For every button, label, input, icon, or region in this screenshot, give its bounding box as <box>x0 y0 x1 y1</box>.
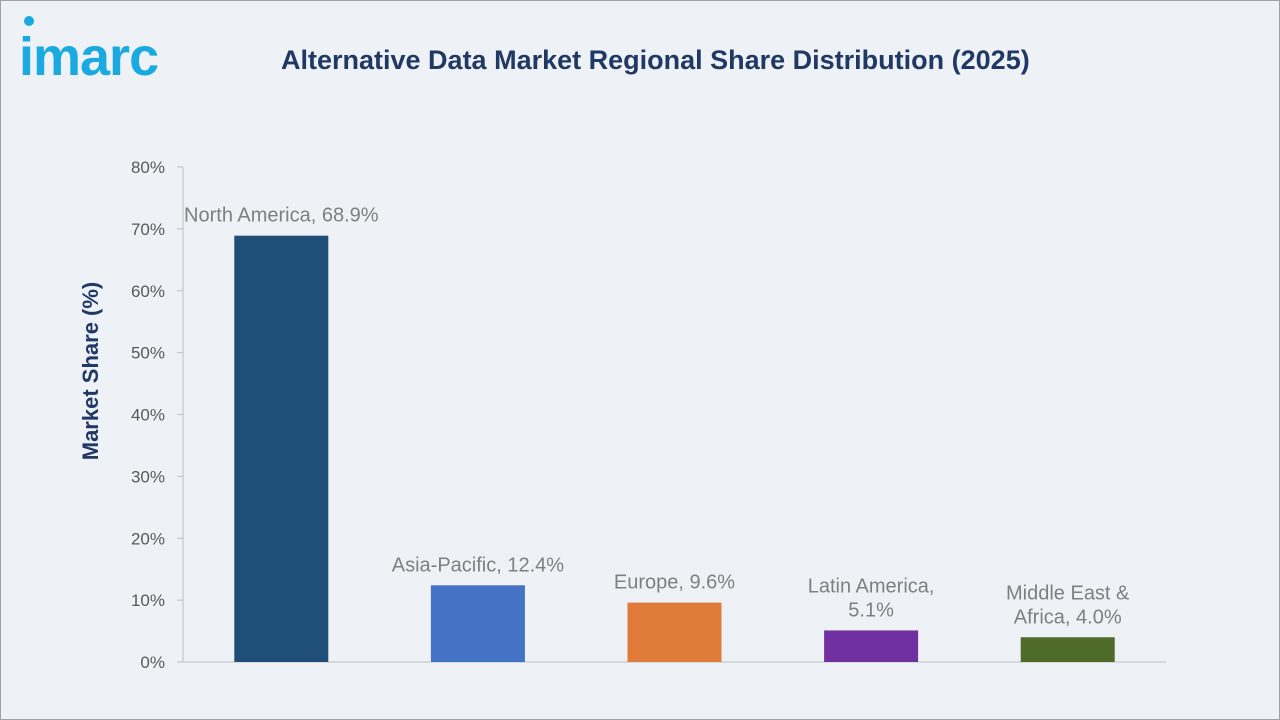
data-label: Asia-Pacific, 12.4% <box>392 554 565 576</box>
y-tick-label: 60% <box>131 282 165 301</box>
bar <box>627 602 722 662</box>
bar <box>234 235 329 662</box>
chart-title: Alternative Data Market Regional Share D… <box>281 45 1030 75</box>
y-tick-label: 80% <box>131 158 165 177</box>
y-axis: 0% 10% 20% 30% 40% 50% 60% 70% 80% <box>131 158 1166 672</box>
logo-text: imarc <box>19 27 158 87</box>
bar <box>824 630 919 662</box>
imarc-logo: imarc <box>19 16 159 87</box>
y-tick-label: 10% <box>131 591 165 610</box>
bar <box>1020 637 1115 662</box>
data-label: Africa, 4.0% <box>1014 606 1122 628</box>
y-tick-label: 40% <box>131 406 165 425</box>
y-tick-label: 0% <box>140 653 165 672</box>
y-tick-label: 20% <box>131 529 165 548</box>
y-tick-label: 50% <box>131 344 165 363</box>
data-label: Middle East & <box>1006 582 1130 604</box>
data-label: Latin America, <box>808 575 935 597</box>
data-labels: North America, 68.9% Asia-Pacific, 12.4% E… <box>184 205 1130 629</box>
bars <box>234 235 1115 662</box>
y-tick-label: 30% <box>131 467 165 486</box>
data-label: Europe, 9.6% <box>614 572 735 594</box>
bar <box>430 585 525 662</box>
logo-dot <box>24 16 34 26</box>
data-label: North America, 68.9% <box>184 205 379 227</box>
y-tick-label: 70% <box>131 220 165 239</box>
data-label: 5.1% <box>848 599 894 621</box>
y-axis-label: Market Share (%) <box>78 282 103 461</box>
